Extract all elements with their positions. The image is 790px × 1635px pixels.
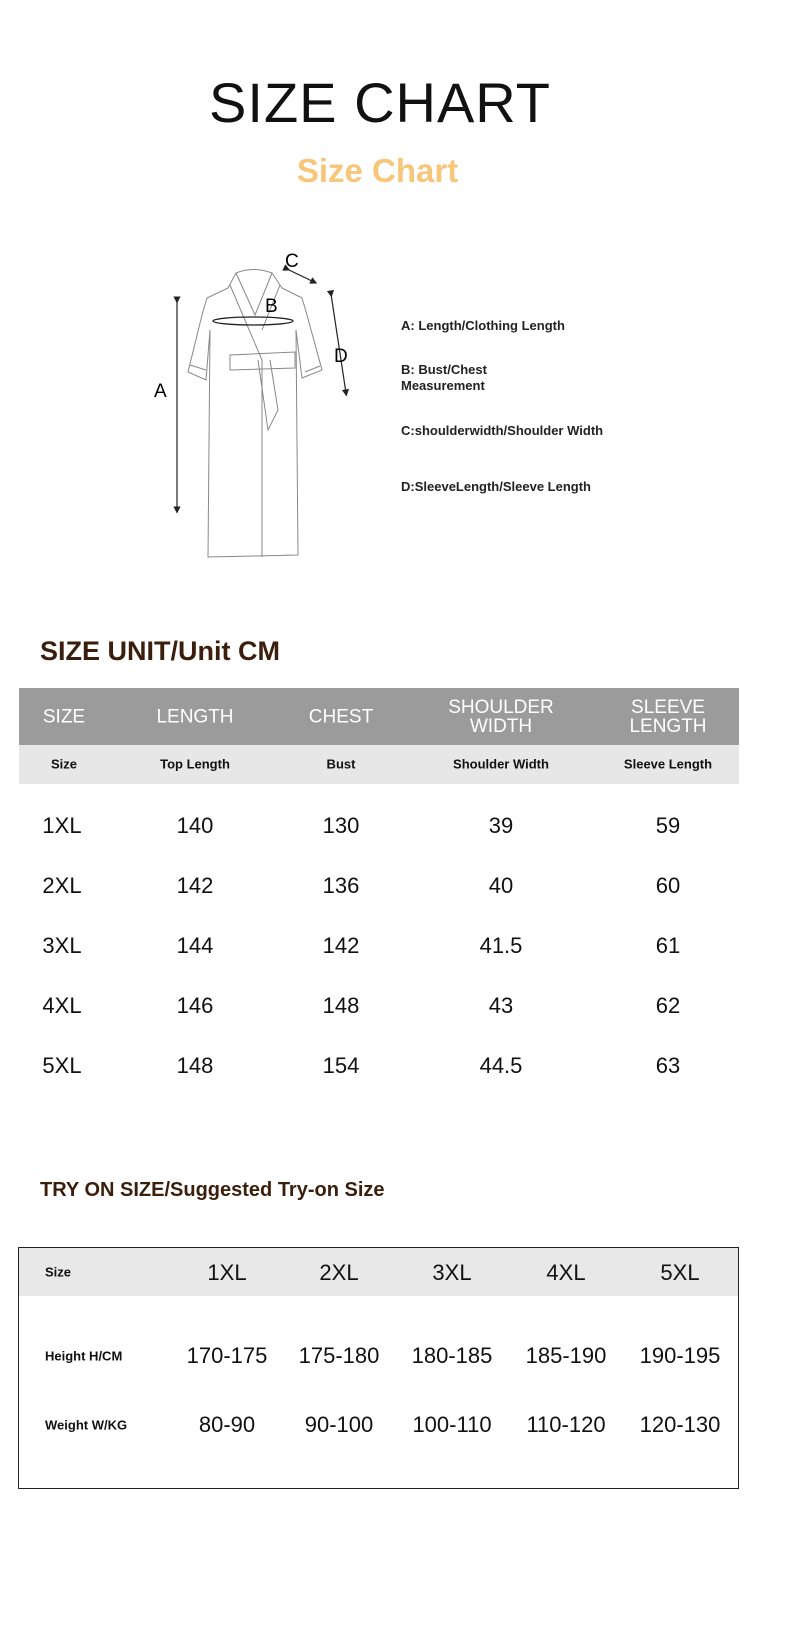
try-on-row-label: Weight W/KG xyxy=(45,1417,128,1433)
table-cell: 59 xyxy=(655,813,681,838)
try-on-cell: 175-180 xyxy=(298,1343,380,1368)
table-cell: 61 xyxy=(655,933,681,958)
try-on-cell: 120-130 xyxy=(639,1412,721,1437)
table-cell: 5XL xyxy=(42,1053,82,1078)
size-unit-heading: SIZE UNIT/Unit CM xyxy=(40,636,280,666)
column-header: SHOULDER WIDTH xyxy=(448,697,554,737)
table-cell: 146 xyxy=(176,993,214,1018)
table-cell: 142 xyxy=(176,873,214,898)
try-on-cell: 180-185 xyxy=(411,1343,493,1368)
try-on-size-header: 5XL xyxy=(660,1260,700,1285)
table-cell: 148 xyxy=(176,1053,214,1078)
column-subheader: Bust xyxy=(326,756,356,772)
robe-diagram: A B C D xyxy=(154,251,350,558)
try-on-size-header: 4XL xyxy=(546,1260,586,1285)
table-cell: 43 xyxy=(488,993,514,1018)
column-header: LENGTH xyxy=(156,706,234,728)
column-header: SLEEVE LENGTH xyxy=(629,697,707,737)
column-subheader: Shoulder Width xyxy=(453,756,549,772)
try-on-cell: 110-120 xyxy=(526,1412,606,1437)
column-subheader: Size xyxy=(50,756,78,772)
legend-b: B: Bust/Chest Measurement xyxy=(401,362,487,393)
table-cell: 44.5 xyxy=(479,1053,523,1078)
column-subheader: Top Length xyxy=(160,756,230,772)
label-b: B xyxy=(265,296,278,317)
page-subtitle: Size Chart xyxy=(296,152,459,189)
table-cell: 41.5 xyxy=(479,933,523,958)
try-on-row-label: Height H/CM xyxy=(45,1348,123,1364)
try-on-size-header: 2XL xyxy=(319,1260,359,1285)
size-table-subheader xyxy=(19,745,739,784)
try-on-header xyxy=(19,1248,738,1296)
table-cell: 1XL xyxy=(42,813,82,838)
table-cell: 140 xyxy=(176,813,214,838)
try-on-size-label: Size xyxy=(45,1264,72,1280)
label-d: D xyxy=(334,346,348,367)
column-header: CHEST xyxy=(308,706,374,728)
column-header: SIZE xyxy=(42,706,86,728)
table-cell: 2XL xyxy=(42,873,82,898)
size-table-header xyxy=(19,688,739,745)
try-on-table xyxy=(18,1247,739,1489)
table-cell: 136 xyxy=(322,873,360,898)
try-on-cell: 170-175 xyxy=(186,1343,268,1368)
legend-c: C:shoulderwidth/Shoulder Width xyxy=(401,423,604,438)
try-on-cell: 80-90 xyxy=(198,1412,256,1437)
table-cell: 130 xyxy=(322,813,360,838)
table-cell: 63 xyxy=(655,1053,681,1078)
try-on-cell: 100-110 xyxy=(412,1412,492,1437)
table-cell: 62 xyxy=(655,993,681,1018)
table-cell: 40 xyxy=(488,873,514,898)
legend-a: A: Length/Clothing Length xyxy=(401,318,565,333)
try-on-cell: 185-190 xyxy=(525,1343,607,1368)
table-cell: 4XL xyxy=(42,993,82,1018)
try-on-size-header: 3XL xyxy=(432,1260,472,1285)
table-cell: 154 xyxy=(322,1053,360,1078)
table-cell: 60 xyxy=(655,873,681,898)
try-on-heading: TRY ON SIZE/Suggested Try-on Size xyxy=(40,1179,385,1201)
try-on-cell: 190-195 xyxy=(639,1343,721,1368)
column-subheader: Sleeve Length xyxy=(623,756,713,772)
label-c: C xyxy=(285,251,299,272)
table-cell: 144 xyxy=(176,933,214,958)
legend-d: D:SleeveLength/Sleeve Length xyxy=(401,479,591,494)
table-cell: 142 xyxy=(322,933,360,958)
robe-outline-icon xyxy=(187,269,323,558)
try-on-cell: 90-100 xyxy=(304,1412,374,1437)
table-cell: 148 xyxy=(322,993,360,1018)
table-cell: 39 xyxy=(488,813,514,838)
try-on-size-header: 1XL xyxy=(207,1260,247,1285)
page-title: SIZE CHART xyxy=(209,71,551,134)
table-cell: 3XL xyxy=(42,933,82,958)
label-a: A xyxy=(154,381,167,402)
